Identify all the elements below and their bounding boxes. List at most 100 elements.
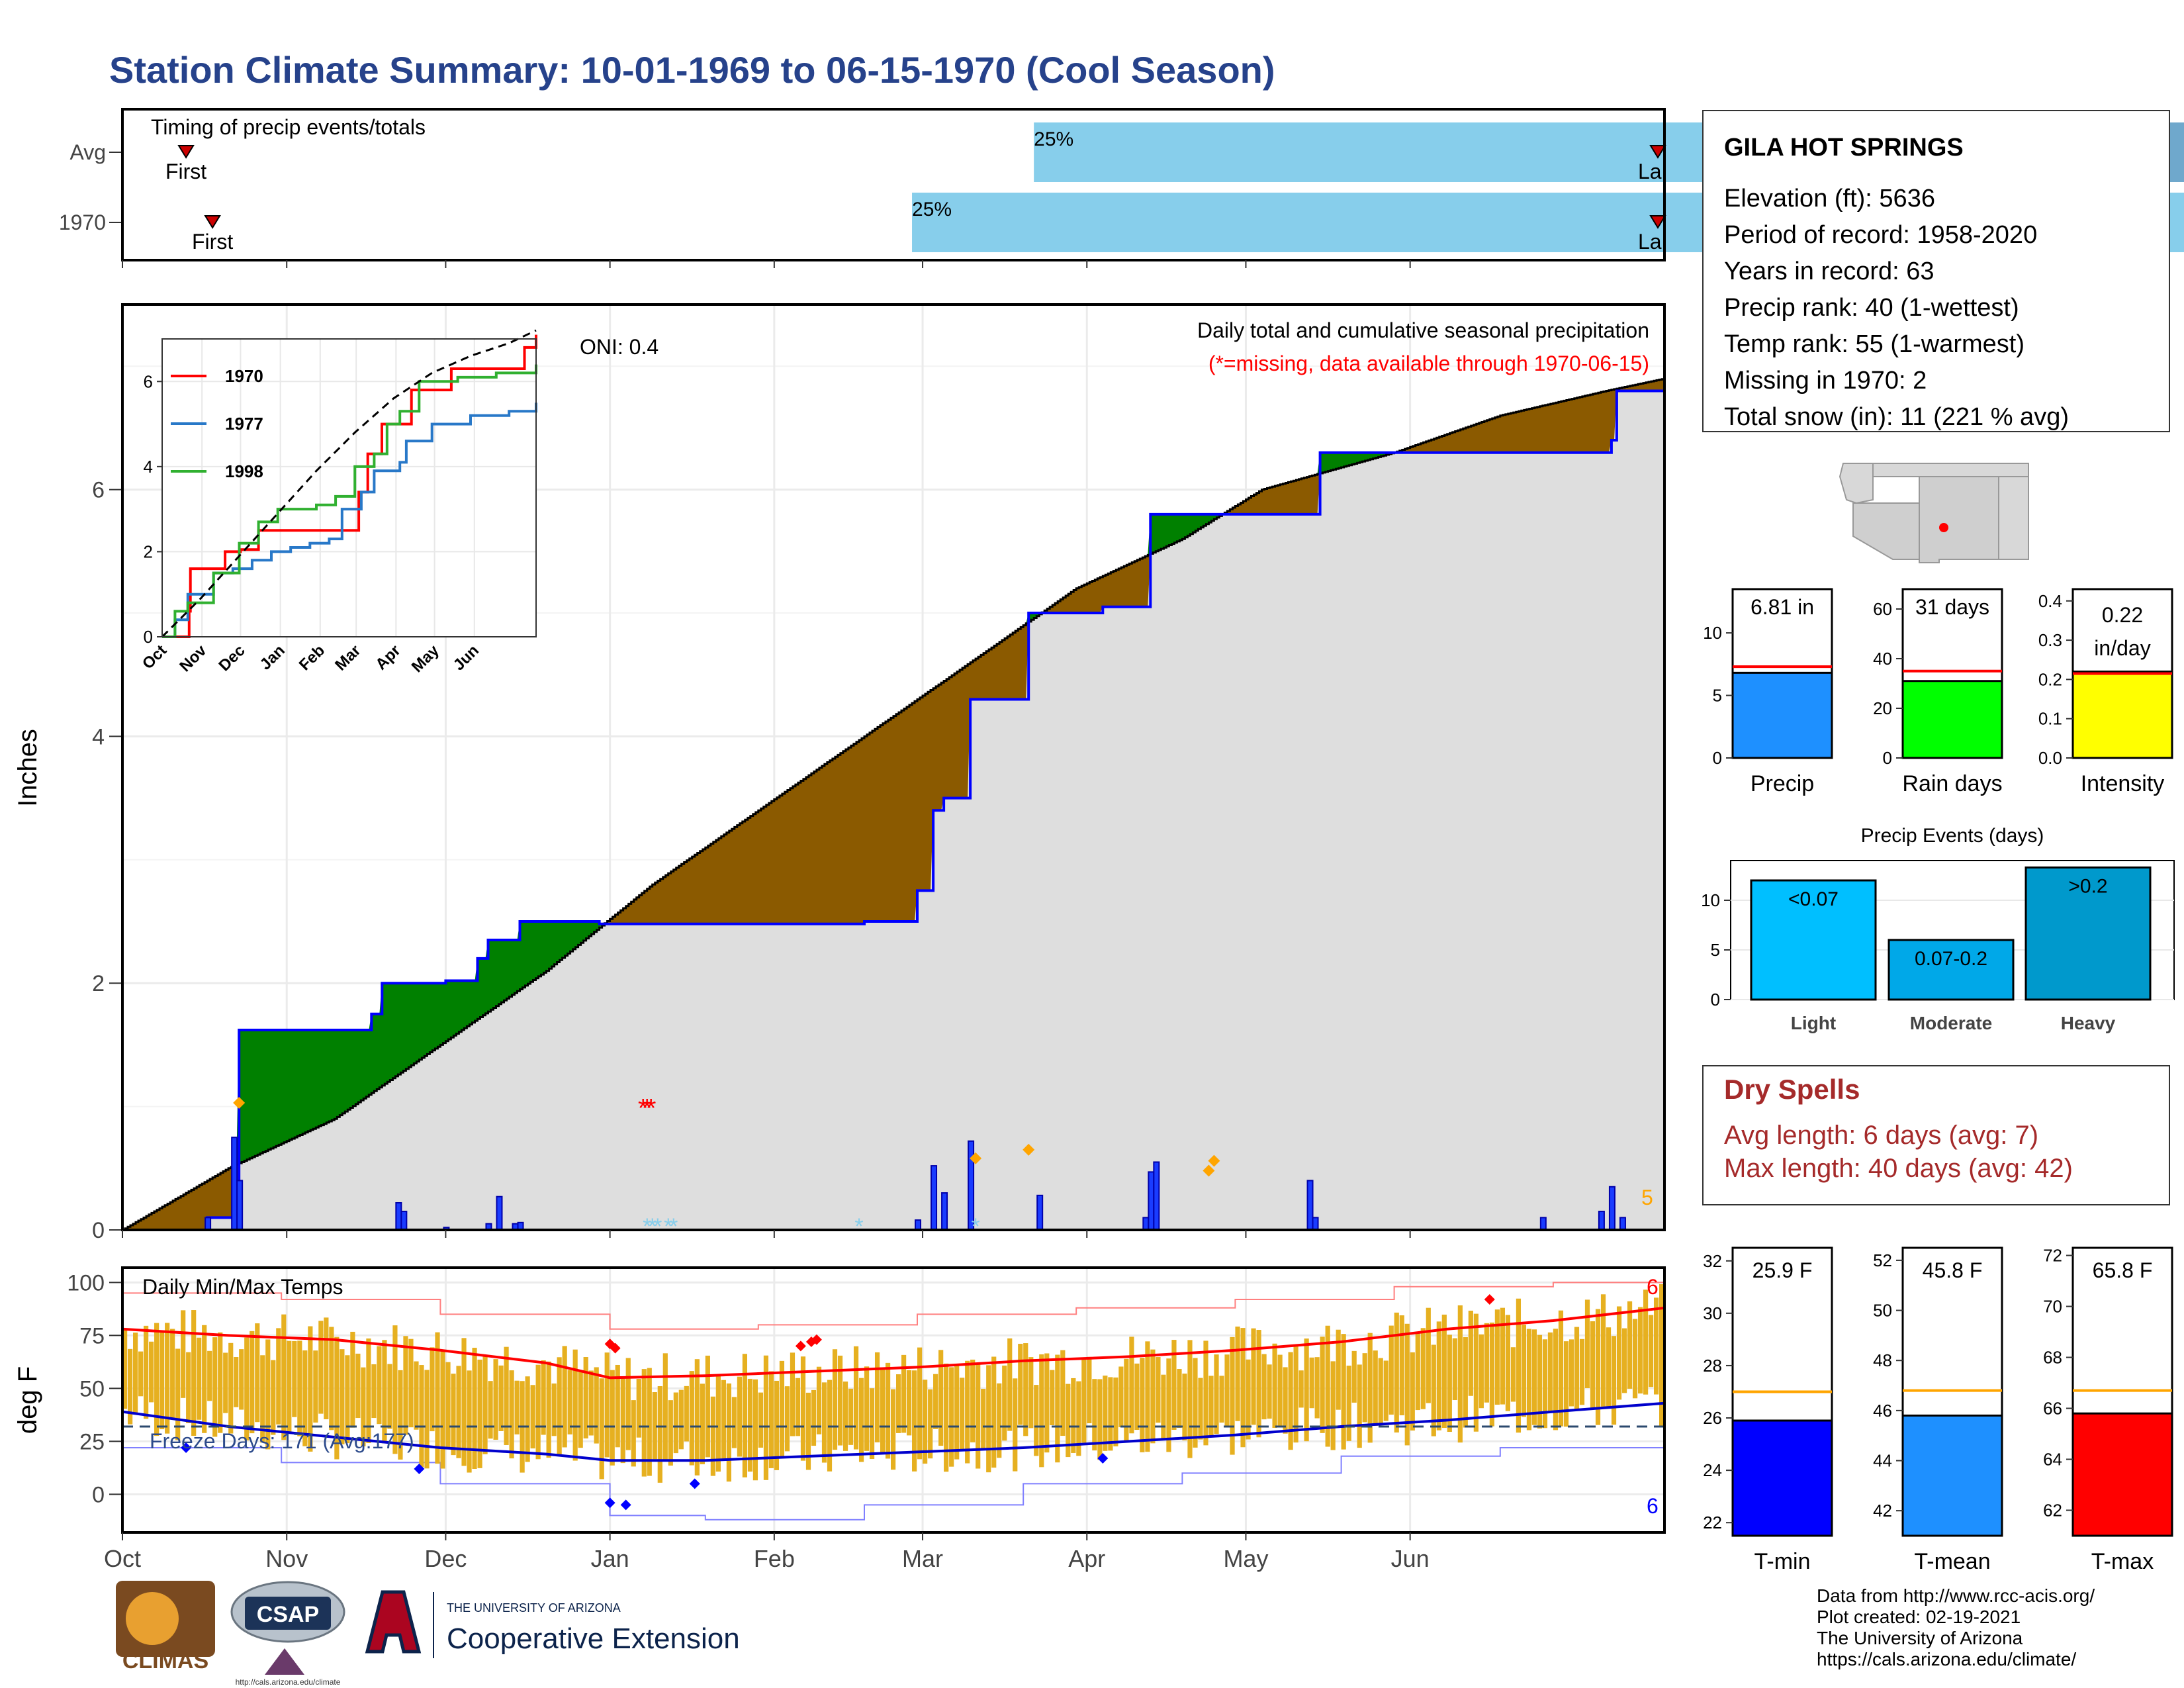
daily-temp-bar <box>133 1333 138 1413</box>
y-tick-label: 4 <box>92 724 105 749</box>
daily-temp-bar <box>795 1378 801 1436</box>
record-high-marker <box>811 1334 822 1345</box>
timing-row-label: 1970 <box>59 211 106 234</box>
tbar-value-label: 65.8 F <box>2093 1258 2153 1282</box>
inset-y-label: 6 <box>144 371 153 391</box>
daily-temp-bar <box>1357 1364 1362 1448</box>
first-marker-Avg <box>177 145 195 159</box>
daily-temp-bar <box>1097 1379 1103 1460</box>
ua-big-text: Cooperative Extension <box>447 1622 740 1655</box>
daily-temp-bar <box>514 1380 520 1434</box>
daily-temp-bar <box>1468 1310 1473 1396</box>
daily-precip-bar <box>231 1137 238 1231</box>
rank-bar-intensity <box>2071 671 2173 759</box>
daily-temp-bar <box>652 1392 657 1460</box>
events-tick-label: 0 <box>1711 990 1720 1009</box>
daily-temp-bar <box>1150 1349 1156 1444</box>
daily-precip-bar <box>1608 1186 1615 1231</box>
daily-temp-bar <box>599 1378 604 1479</box>
daily-temp-bar <box>842 1382 848 1451</box>
daily-temp-bar <box>837 1355 843 1446</box>
daily-temp-bar <box>758 1392 764 1448</box>
tbar-tick-label: 46 <box>1873 1401 1892 1421</box>
daily-temp-bar <box>864 1366 870 1451</box>
daily-temp-bar <box>1261 1354 1267 1420</box>
station-line: Missing in 1970: 2 <box>1724 367 1927 395</box>
rank-value-label: 6.81 in <box>1751 595 1814 619</box>
rank-category: Precip <box>1751 771 1814 796</box>
daily-temp-bar <box>747 1378 753 1472</box>
daily-temp-bar <box>636 1379 641 1438</box>
daily-temp-bar <box>737 1376 742 1457</box>
daily-temp-bar <box>387 1364 392 1429</box>
daily-temp-bar <box>1134 1363 1140 1430</box>
record-low-marker <box>689 1478 700 1489</box>
daily-temp-bar <box>144 1325 149 1419</box>
station-line: Elevation (ft): 5636 <box>1724 185 1935 212</box>
map-north <box>1872 463 2029 477</box>
map-new-mexico <box>1919 476 1999 563</box>
tbar-category: T-mean <box>1914 1549 1990 1574</box>
daily-temp-bar <box>244 1337 250 1440</box>
daily-temp-bar <box>1505 1315 1510 1411</box>
oni-label: ONI: 0.4 <box>580 335 659 359</box>
record-high-marker <box>795 1340 806 1352</box>
daily-temp-bar <box>181 1310 186 1398</box>
daily-temp-bar <box>340 1349 345 1444</box>
csap-logo-box <box>245 1597 331 1630</box>
rank-tick-label: 0 <box>1883 748 1892 768</box>
record-low-marker <box>181 1442 192 1453</box>
daily-temp-bar <box>1526 1329 1532 1430</box>
daily-temp-bar <box>318 1321 324 1414</box>
daily-temp-bar <box>392 1325 398 1454</box>
tbar-tmean <box>1901 1414 2003 1537</box>
month-label: Feb <box>754 1545 795 1572</box>
tbar-value-label: 25.9 F <box>1752 1258 1813 1282</box>
tbar-tick-label: 32 <box>1703 1251 1722 1271</box>
daily-temp-bar <box>530 1385 535 1449</box>
daily-temp-bar <box>419 1365 424 1468</box>
daily-temp-bar <box>361 1367 366 1446</box>
daily-temp-bar <box>678 1389 684 1450</box>
daily-temp-bar <box>1129 1336 1134 1434</box>
tbar-value-label: 45.8 F <box>1923 1258 1983 1282</box>
precip-annotation: Daily total and cumulative seasonal prec… <box>1197 318 1649 342</box>
daily-temp-bar <box>292 1340 297 1417</box>
daily-temp-bar <box>1198 1378 1203 1440</box>
daily-temp-bar <box>1066 1383 1071 1458</box>
daily-temp-bar <box>255 1323 260 1423</box>
daily-temp-bar <box>1034 1385 1039 1456</box>
daily-precip-bar <box>1036 1194 1044 1231</box>
missing-note: (*=missing, data available through 1970-… <box>1208 352 1649 375</box>
daily-precip-bar <box>1142 1217 1150 1231</box>
record-low-marker <box>1097 1453 1109 1464</box>
tbar-category: T-max <box>2091 1549 2154 1574</box>
record-high-marker <box>1484 1294 1495 1305</box>
daily-temp-bar <box>805 1392 811 1470</box>
daily-temp-bar <box>858 1378 864 1462</box>
daily-temp-bar <box>816 1366 822 1434</box>
climas-logo-icon <box>126 1592 179 1645</box>
daily-temp-bar <box>138 1351 144 1397</box>
credit-line: Plot created: 02-19-2021 <box>1817 1607 2021 1627</box>
daily-temp-bar <box>122 1329 128 1409</box>
daily-temp-bar <box>1489 1322 1494 1427</box>
timing-frame <box>121 108 1666 261</box>
csap-url: http://cals.arizona.edu/climate <box>236 1677 341 1687</box>
daily-temp-bar <box>1569 1339 1574 1407</box>
daily-temp-bar <box>1240 1328 1246 1448</box>
daily-temp-bar <box>694 1359 700 1476</box>
daily-temp-bar <box>1028 1357 1034 1429</box>
rank-tick-label: 10 <box>1703 623 1722 643</box>
daily-temp-bar <box>377 1346 382 1425</box>
daily-temp-bar <box>981 1389 986 1450</box>
month-label: Oct <box>104 1545 141 1572</box>
daily-temp-bar <box>949 1367 954 1467</box>
daily-temp-bar <box>1039 1354 1044 1468</box>
rank-value-unit: in/day <box>2094 636 2150 660</box>
avg-min-line <box>122 1401 1665 1462</box>
daily-temp-bar <box>673 1392 678 1454</box>
daily-temp-bar <box>1177 1369 1182 1429</box>
dry-spells: Dry Spells Avg length: 6 days (avg: 7) Max… <box>1702 1065 2170 1205</box>
daily-temp-bar <box>1516 1298 1522 1433</box>
